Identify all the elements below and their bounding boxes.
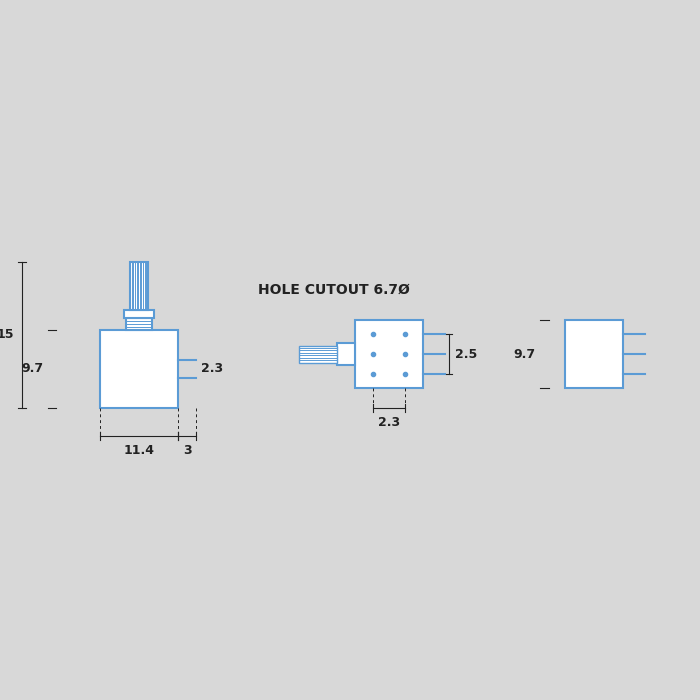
Bar <box>299 346 337 363</box>
Text: 2.3: 2.3 <box>378 416 400 429</box>
Bar <box>355 320 423 388</box>
Text: 9.7: 9.7 <box>22 363 44 375</box>
Bar <box>100 330 178 408</box>
Text: HOLE CUTOUT 6.7Ø: HOLE CUTOUT 6.7Ø <box>258 283 410 297</box>
Text: 11.4: 11.4 <box>123 444 155 457</box>
Text: 2.3: 2.3 <box>201 363 223 375</box>
Bar <box>565 320 623 388</box>
Text: 15: 15 <box>0 328 14 342</box>
Text: 2.5: 2.5 <box>455 347 477 360</box>
Text: 9.7: 9.7 <box>513 347 535 360</box>
Bar <box>126 318 152 330</box>
Bar <box>337 343 355 365</box>
Bar <box>124 310 154 318</box>
Bar <box>130 262 148 310</box>
Text: 3: 3 <box>183 444 191 457</box>
